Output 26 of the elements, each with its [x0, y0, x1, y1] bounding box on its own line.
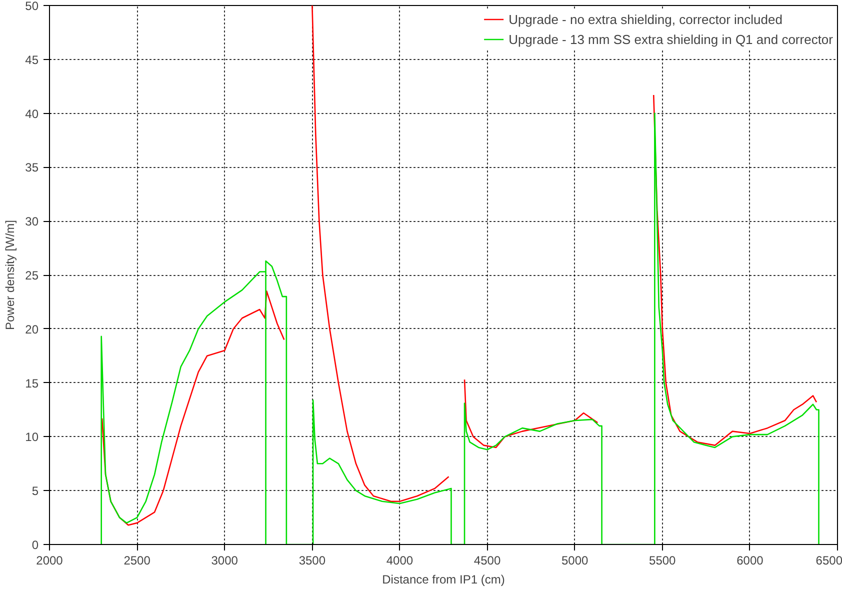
x-tick-label: 3000 [211, 554, 238, 568]
line-series [100, 112, 820, 544]
x-tick-label: 4500 [474, 554, 501, 568]
x-axis-title: Distance from IP1 (cm) [382, 572, 505, 586]
y-tick-label: 0 [32, 538, 39, 552]
legend-label: Upgrade - no extra shielding, corrector included [508, 12, 782, 26]
y-tick-label: 15 [25, 376, 39, 390]
x-tick-label: 4000 [386, 554, 414, 568]
y-tick-label: 25 [25, 268, 39, 282]
legend-label: Upgrade - 13 mm SS extra shielding in Q1 and corrector [508, 32, 833, 46]
x-tick-label: 3500 [298, 554, 326, 568]
y-tick-label: 45 [25, 52, 39, 67]
x-tick-label: 5500 [649, 554, 676, 568]
y-tick-label: 40 [25, 106, 39, 121]
y-axis-title: Power density [W/m] [3, 220, 18, 330]
x-tick-label: 2500 [124, 554, 151, 568]
x-tick-label: 6500 [816, 554, 842, 568]
y-tick-label: 20 [25, 322, 39, 336]
x-tick-label: 2000 [36, 554, 64, 568]
y-tick-label: 50 [25, 0, 39, 13]
y-tick-label: 30 [25, 214, 39, 229]
y-tick-label: 35 [25, 160, 39, 175]
y-tick-label: 10 [25, 430, 39, 444]
x-tick-label: 6000 [736, 554, 764, 568]
y-tick-label: 5 [32, 484, 39, 498]
x-tick-label: 5000 [561, 554, 589, 568]
